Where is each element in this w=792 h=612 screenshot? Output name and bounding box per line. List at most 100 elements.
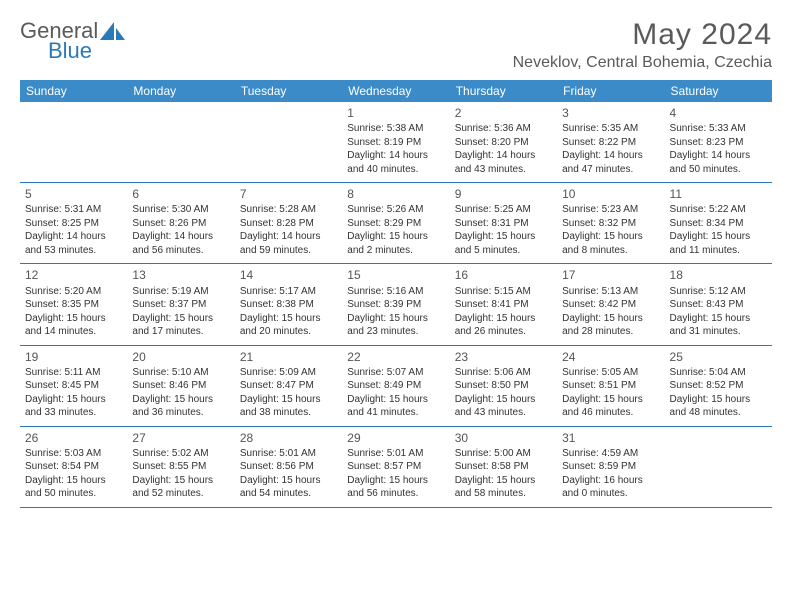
sunset-text: Sunset: 8:25 PM	[25, 217, 122, 231]
calendar-day-cell: 19Sunrise: 5:11 AMSunset: 8:45 PMDayligh…	[20, 345, 127, 426]
calendar-day-cell: 25Sunrise: 5:04 AMSunset: 8:52 PMDayligh…	[665, 345, 772, 426]
daylight-text: Daylight: 15 hours	[25, 474, 122, 488]
sunrise-text: Sunrise: 5:19 AM	[132, 285, 229, 299]
sunset-text: Sunset: 8:37 PM	[132, 298, 229, 312]
daylight-text: and 28 minutes.	[562, 325, 659, 339]
daylight-text: Daylight: 15 hours	[670, 230, 767, 244]
daylight-text: Daylight: 15 hours	[670, 393, 767, 407]
daylight-text: and 14 minutes.	[25, 325, 122, 339]
day-number: 29	[347, 430, 444, 446]
sunrise-text: Sunrise: 5:33 AM	[670, 122, 767, 136]
sunset-text: Sunset: 8:46 PM	[132, 379, 229, 393]
calendar-week-row: 12Sunrise: 5:20 AMSunset: 8:35 PMDayligh…	[20, 264, 772, 345]
daylight-text: and 54 minutes.	[240, 487, 337, 501]
sunrise-text: Sunrise: 5:22 AM	[670, 203, 767, 217]
daylight-text: Daylight: 15 hours	[240, 312, 337, 326]
daylight-text: and 59 minutes.	[240, 244, 337, 258]
calendar-day-cell: 20Sunrise: 5:10 AMSunset: 8:46 PMDayligh…	[127, 345, 234, 426]
sunrise-text: Sunrise: 5:15 AM	[455, 285, 552, 299]
calendar-day-cell: 11Sunrise: 5:22 AMSunset: 8:34 PMDayligh…	[665, 183, 772, 264]
day-number: 30	[455, 430, 552, 446]
sunrise-text: Sunrise: 5:09 AM	[240, 366, 337, 380]
calendar-week-row: 5Sunrise: 5:31 AMSunset: 8:25 PMDaylight…	[20, 183, 772, 264]
calendar-week-row: 26Sunrise: 5:03 AMSunset: 8:54 PMDayligh…	[20, 426, 772, 507]
sail-icon	[100, 22, 126, 47]
sunrise-text: Sunrise: 5:35 AM	[562, 122, 659, 136]
calendar-day-cell: 3Sunrise: 5:35 AMSunset: 8:22 PMDaylight…	[557, 102, 664, 183]
daylight-text: and 48 minutes.	[670, 406, 767, 420]
daylight-text: and 26 minutes.	[455, 325, 552, 339]
sunset-text: Sunset: 8:42 PM	[562, 298, 659, 312]
calendar-table: SundayMondayTuesdayWednesdayThursdayFrid…	[20, 80, 772, 508]
calendar-day-cell: 7Sunrise: 5:28 AMSunset: 8:28 PMDaylight…	[235, 183, 342, 264]
sunset-text: Sunset: 8:55 PM	[132, 460, 229, 474]
brand-logo: General Blue	[20, 18, 130, 68]
calendar-day-cell: 4Sunrise: 5:33 AMSunset: 8:23 PMDaylight…	[665, 102, 772, 183]
day-number: 15	[347, 267, 444, 283]
sunset-text: Sunset: 8:20 PM	[455, 136, 552, 150]
daylight-text: Daylight: 14 hours	[455, 149, 552, 163]
day-number: 4	[670, 105, 767, 121]
daylight-text: Daylight: 16 hours	[562, 474, 659, 488]
day-number: 28	[240, 430, 337, 446]
day-number: 19	[25, 349, 122, 365]
daylight-text: and 56 minutes.	[132, 244, 229, 258]
daylight-text: Daylight: 15 hours	[132, 474, 229, 488]
sunset-text: Sunset: 8:28 PM	[240, 217, 337, 231]
daylight-text: Daylight: 14 hours	[132, 230, 229, 244]
calendar-day-cell: 15Sunrise: 5:16 AMSunset: 8:39 PMDayligh…	[342, 264, 449, 345]
daylight-text: Daylight: 14 hours	[347, 149, 444, 163]
day-number: 22	[347, 349, 444, 365]
sunset-text: Sunset: 8:32 PM	[562, 217, 659, 231]
sunrise-text: Sunrise: 5:25 AM	[455, 203, 552, 217]
calendar-day-cell: 27Sunrise: 5:02 AMSunset: 8:55 PMDayligh…	[127, 426, 234, 507]
sunset-text: Sunset: 8:47 PM	[240, 379, 337, 393]
daylight-text: Daylight: 15 hours	[347, 393, 444, 407]
day-number: 3	[562, 105, 659, 121]
daylight-text: and 36 minutes.	[132, 406, 229, 420]
daylight-text: Daylight: 15 hours	[240, 393, 337, 407]
daylight-text: Daylight: 14 hours	[25, 230, 122, 244]
daylight-text: and 43 minutes.	[455, 406, 552, 420]
daylight-text: Daylight: 15 hours	[347, 474, 444, 488]
sunrise-text: Sunrise: 5:11 AM	[25, 366, 122, 380]
sunset-text: Sunset: 8:35 PM	[25, 298, 122, 312]
sunset-text: Sunset: 8:50 PM	[455, 379, 552, 393]
day-header: Sunday	[20, 80, 127, 102]
sunrise-text: Sunrise: 5:07 AM	[347, 366, 444, 380]
daylight-text: and 41 minutes.	[347, 406, 444, 420]
sunset-text: Sunset: 8:34 PM	[670, 217, 767, 231]
calendar-day-cell: 26Sunrise: 5:03 AMSunset: 8:54 PMDayligh…	[20, 426, 127, 507]
daylight-text: Daylight: 15 hours	[347, 230, 444, 244]
calendar-empty-cell	[665, 426, 772, 507]
calendar-day-cell: 10Sunrise: 5:23 AMSunset: 8:32 PMDayligh…	[557, 183, 664, 264]
daylight-text: and 31 minutes.	[670, 325, 767, 339]
sunrise-text: Sunrise: 5:38 AM	[347, 122, 444, 136]
month-title: May 2024	[513, 18, 772, 52]
day-number: 16	[455, 267, 552, 283]
daylight-text: and 50 minutes.	[670, 163, 767, 177]
calendar-day-cell: 22Sunrise: 5:07 AMSunset: 8:49 PMDayligh…	[342, 345, 449, 426]
day-number: 17	[562, 267, 659, 283]
day-number: 18	[670, 267, 767, 283]
daylight-text: and 17 minutes.	[132, 325, 229, 339]
sunrise-text: Sunrise: 5:12 AM	[670, 285, 767, 299]
sunset-text: Sunset: 8:51 PM	[562, 379, 659, 393]
daylight-text: and 5 minutes.	[455, 244, 552, 258]
sunrise-text: Sunrise: 5:16 AM	[347, 285, 444, 299]
daylight-text: and 23 minutes.	[347, 325, 444, 339]
day-header: Friday	[557, 80, 664, 102]
day-header-row: SundayMondayTuesdayWednesdayThursdayFrid…	[20, 80, 772, 102]
sunrise-text: Sunrise: 5:01 AM	[347, 447, 444, 461]
calendar-day-cell: 23Sunrise: 5:06 AMSunset: 8:50 PMDayligh…	[450, 345, 557, 426]
calendar-week-row: 1Sunrise: 5:38 AMSunset: 8:19 PMDaylight…	[20, 102, 772, 183]
daylight-text: and 53 minutes.	[25, 244, 122, 258]
day-number: 14	[240, 267, 337, 283]
daylight-text: Daylight: 15 hours	[25, 393, 122, 407]
sunset-text: Sunset: 8:49 PM	[347, 379, 444, 393]
day-header: Tuesday	[235, 80, 342, 102]
daylight-text: Daylight: 15 hours	[562, 312, 659, 326]
sunset-text: Sunset: 8:54 PM	[25, 460, 122, 474]
calendar-empty-cell	[235, 102, 342, 183]
sunset-text: Sunset: 8:31 PM	[455, 217, 552, 231]
